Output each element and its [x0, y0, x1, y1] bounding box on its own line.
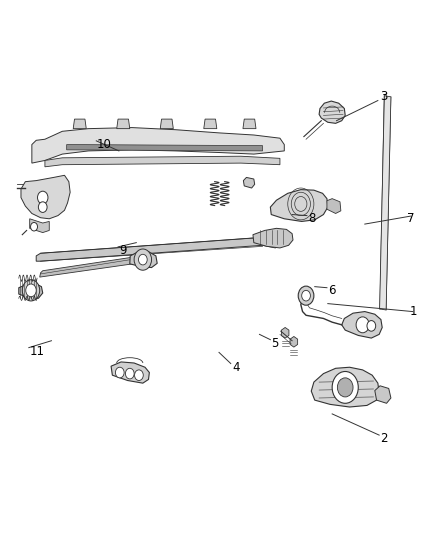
Polygon shape: [40, 257, 135, 277]
Polygon shape: [290, 336, 298, 347]
Text: 8: 8: [308, 212, 316, 225]
Circle shape: [134, 249, 152, 270]
Polygon shape: [311, 367, 379, 407]
Circle shape: [31, 222, 38, 231]
Circle shape: [125, 368, 134, 379]
Text: 5: 5: [271, 337, 279, 350]
Circle shape: [367, 320, 376, 331]
Circle shape: [138, 254, 147, 265]
Text: 3: 3: [380, 90, 387, 103]
Circle shape: [116, 367, 124, 378]
Polygon shape: [73, 119, 86, 128]
Polygon shape: [270, 190, 328, 221]
Polygon shape: [117, 119, 130, 128]
Text: 6: 6: [328, 284, 336, 297]
Circle shape: [337, 378, 353, 397]
Polygon shape: [130, 252, 157, 268]
Polygon shape: [111, 362, 149, 383]
Text: 9: 9: [119, 244, 127, 257]
Polygon shape: [342, 312, 382, 338]
Text: 1: 1: [410, 305, 417, 318]
Text: 2: 2: [380, 432, 388, 446]
Circle shape: [298, 286, 314, 305]
Circle shape: [332, 372, 358, 403]
Polygon shape: [32, 127, 284, 163]
Polygon shape: [253, 228, 293, 248]
Text: 10: 10: [97, 138, 112, 151]
Polygon shape: [19, 284, 43, 298]
Text: 4: 4: [232, 361, 240, 374]
Polygon shape: [160, 119, 173, 128]
Polygon shape: [204, 119, 217, 128]
Text: 7: 7: [407, 212, 415, 225]
Circle shape: [26, 284, 36, 297]
Polygon shape: [281, 327, 289, 338]
Circle shape: [22, 280, 40, 301]
Polygon shape: [243, 119, 256, 128]
Circle shape: [302, 290, 311, 301]
Circle shape: [134, 370, 143, 381]
Polygon shape: [30, 219, 49, 232]
Polygon shape: [21, 175, 70, 219]
Polygon shape: [327, 199, 341, 214]
Polygon shape: [45, 156, 280, 167]
Circle shape: [39, 202, 47, 213]
Polygon shape: [375, 386, 391, 403]
Polygon shape: [36, 237, 276, 261]
Polygon shape: [380, 96, 391, 310]
Polygon shape: [67, 144, 262, 151]
Circle shape: [356, 317, 369, 333]
Text: 11: 11: [30, 345, 45, 358]
Polygon shape: [244, 177, 254, 188]
Polygon shape: [319, 101, 345, 123]
Circle shape: [38, 191, 48, 204]
